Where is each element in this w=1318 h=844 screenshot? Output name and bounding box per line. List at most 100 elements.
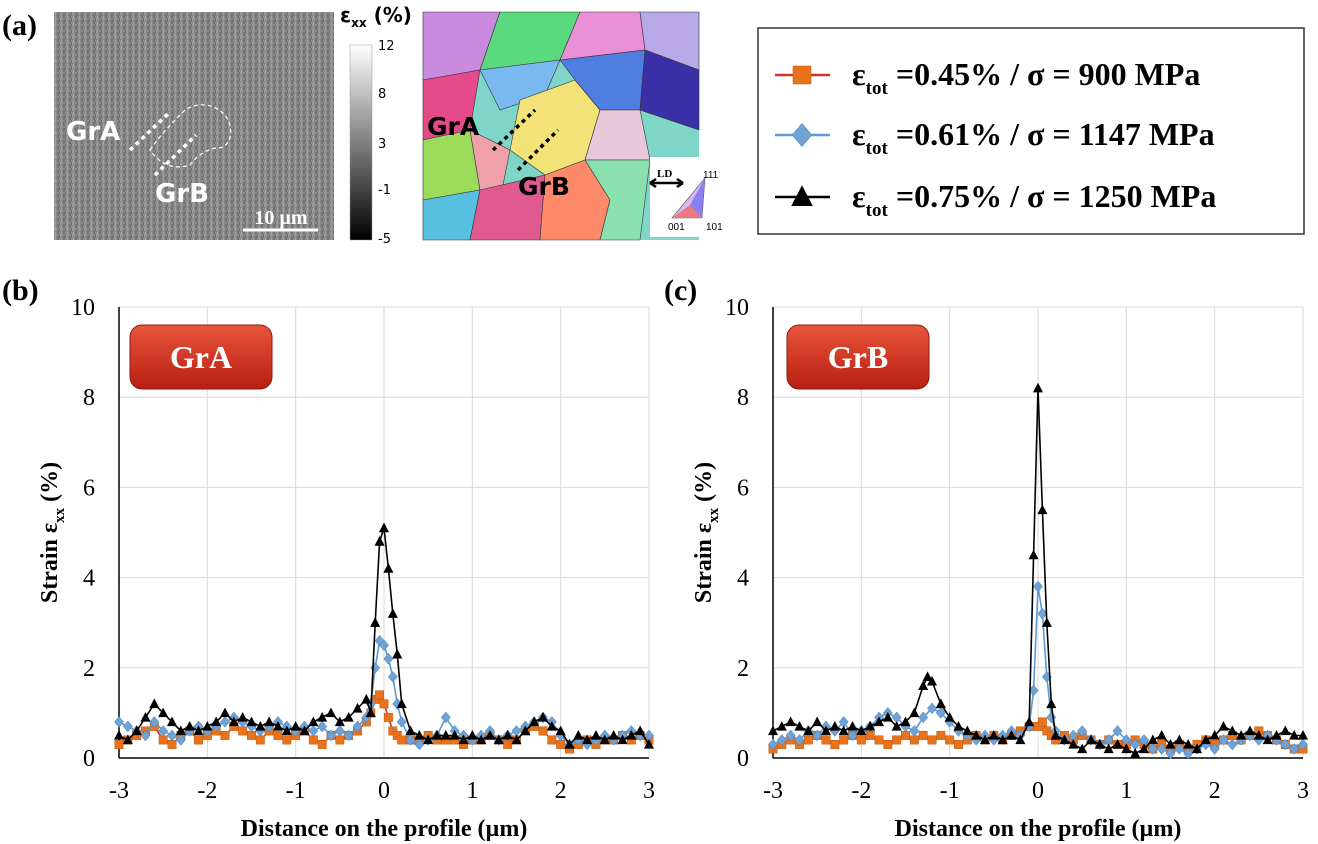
y-tick-label: 6 <box>83 475 95 501</box>
x-tick-label: -3 <box>763 778 783 804</box>
data-point-diamond <box>370 661 381 674</box>
data-point-triangle <box>1050 729 1061 740</box>
x-tick-label: 1 <box>466 778 478 804</box>
x-tick-label: 3 <box>643 778 655 804</box>
data-point-square <box>375 690 385 700</box>
data-point-triangle <box>1032 382 1044 393</box>
colorbar-tick-neg1: -1 <box>378 183 391 198</box>
data-point-triangle <box>1059 734 1070 745</box>
data-point-triangle <box>264 716 275 727</box>
grain-badge <box>129 324 273 390</box>
x-tick-label: 1 <box>1120 778 1132 804</box>
data-point-triangle <box>290 720 301 731</box>
data-point-triangle <box>1094 739 1105 749</box>
data-point-square <box>247 731 256 740</box>
data-point-triangle <box>502 729 513 740</box>
data-point-diamond <box>1037 607 1048 620</box>
data-point-square <box>803 735 813 745</box>
data-point-triangle <box>1262 734 1273 745</box>
x-tick-label: -1 <box>286 778 306 804</box>
data-point-triangle <box>900 716 911 727</box>
data-point-square <box>255 735 265 745</box>
data-point-triangle <box>175 725 186 736</box>
grain-badge-label: GrA <box>170 339 232 375</box>
data-point-triangle <box>1174 734 1185 745</box>
data-point-diamond <box>308 725 319 737</box>
data-point-triangle <box>484 729 496 740</box>
data-point-diamond <box>383 652 394 665</box>
data-point-diamond <box>122 720 133 733</box>
data-point-triangle <box>1121 743 1132 754</box>
data-point-triangle <box>1015 734 1026 745</box>
data-point-square <box>856 735 866 745</box>
data-point-diamond <box>768 738 778 751</box>
data-point-triangle <box>202 720 213 731</box>
data-point-triangle <box>847 720 858 731</box>
data-point-triangle <box>1271 729 1282 740</box>
ebsd-label-grb: GrB <box>518 172 570 201</box>
data-point-triangle <box>785 716 796 727</box>
colorbar-tick-12: 12 <box>378 39 395 54</box>
data-point-triangle <box>635 725 646 736</box>
x-tick-label: 0 <box>378 778 390 804</box>
x-tick-label: 3 <box>1297 778 1309 804</box>
data-point-triangle <box>529 716 540 727</box>
data-point-triangle <box>343 711 354 722</box>
data-point-diamond <box>414 738 425 751</box>
data-point-triangle <box>829 720 840 731</box>
data-point-triangle <box>431 729 443 740</box>
data-point-triangle <box>979 734 991 745</box>
data-point-diamond <box>794 734 805 746</box>
data-point-triangle <box>909 707 920 718</box>
data-point-diamond <box>396 716 407 728</box>
data-point-triangle <box>776 720 787 731</box>
data-point-triangle <box>882 711 893 722</box>
data-point-triangle <box>918 680 929 691</box>
data-point-triangle <box>352 702 363 713</box>
data-point-triangle <box>1037 504 1048 515</box>
profile-line-gra <box>128 110 172 152</box>
data-point-diamond <box>1046 711 1057 724</box>
data-point-square <box>830 740 840 749</box>
data-point-diamond <box>776 734 787 746</box>
strain-map-image: GrA GrB 10 µm <box>54 12 334 240</box>
data-point-diamond <box>387 670 398 683</box>
data-point-triangle <box>546 720 557 731</box>
data-point-triangle <box>1191 743 1203 754</box>
data-point-square <box>865 731 875 740</box>
data-point-triangle <box>944 711 955 722</box>
data-point-triangle <box>211 716 222 727</box>
data-point-diamond <box>405 734 416 746</box>
data-point-diamond <box>1112 725 1123 737</box>
data-point-triangle <box>131 725 142 736</box>
data-point-triangle <box>511 734 522 745</box>
data-point-square <box>503 740 513 749</box>
y-tick-label: 4 <box>83 566 95 592</box>
data-point-square <box>1037 717 1047 727</box>
data-point-square <box>918 731 928 740</box>
data-point-diamond <box>935 707 946 719</box>
data-point-triangle <box>812 716 823 727</box>
y-axis-title: Strain εxx (%) <box>691 462 722 603</box>
data-point-triangle <box>374 536 385 546</box>
data-point-triangle <box>838 725 849 736</box>
data-point-triangle <box>281 725 292 736</box>
data-point-triangle <box>537 711 549 722</box>
colorbar-gradient <box>349 44 373 241</box>
data-point-square <box>383 712 393 722</box>
colorbar-tick-3: 3 <box>378 137 386 152</box>
data-point-triangle <box>440 729 451 740</box>
data-point-triangle <box>449 729 460 740</box>
legend-marker-1 <box>792 65 812 85</box>
data-point-triangle <box>1130 748 1141 758</box>
data-point-diamond <box>1298 738 1308 751</box>
data-point-triangle <box>1085 734 1097 745</box>
data-point-triangle <box>1253 729 1264 740</box>
x-tick-label: 0 <box>1032 778 1044 804</box>
data-point-triangle <box>935 698 946 709</box>
data-point-triangle <box>228 716 239 727</box>
colorbar-tick-neg5: -5 <box>378 232 391 247</box>
data-point-square <box>954 740 963 749</box>
colorbar-title-sub: xx <box>351 16 367 30</box>
